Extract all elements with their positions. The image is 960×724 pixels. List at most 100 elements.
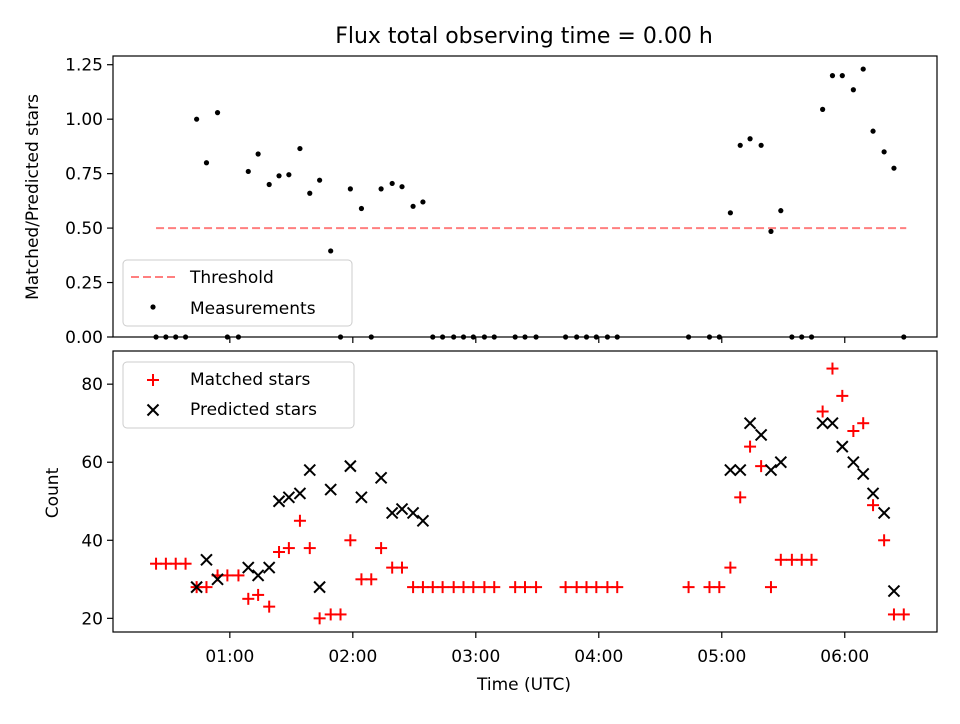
bottom-xtick-label: 04:00 (574, 647, 623, 667)
matched-star-point (836, 389, 849, 402)
figure-title: Flux total observing time = 0.00 h (335, 24, 713, 49)
measurement-point (839, 73, 845, 79)
matched-star-point (221, 569, 234, 582)
measurement-point (347, 186, 353, 192)
predicted-star-point (754, 428, 768, 442)
top-ytick-label: 1.00 (65, 110, 103, 130)
matched-star-point (519, 581, 531, 594)
predicted-star-point (355, 491, 368, 504)
top-ytick-label: 0.50 (65, 219, 103, 239)
predicted-star-point (406, 506, 420, 520)
matched-star-point (734, 491, 747, 504)
predicted-star-point (324, 483, 337, 496)
matched-star-point (590, 581, 603, 594)
bottom-xlabel: Time (UTC) (476, 675, 571, 695)
predicted-star-d2 (754, 428, 768, 442)
predicted-star-point (826, 416, 839, 430)
matched-star-point (375, 542, 388, 555)
predicted-star-point (313, 580, 326, 594)
measurement-point (737, 142, 743, 148)
matched-star-point (724, 561, 737, 574)
matched-star-point (816, 405, 829, 418)
top-panel: Matched/Predicted stars 0.00 0.25 0.50 0.75… (23, 55, 938, 348)
measurement-point (778, 208, 784, 214)
predicted-star-d2 (242, 561, 255, 574)
bottom-xtick-label: 06:00 (820, 647, 869, 667)
predicted-star-point (242, 561, 255, 574)
predicted-star-point (200, 553, 213, 567)
predicted-star-d2 (200, 553, 213, 567)
measurement-point (768, 228, 774, 234)
matched-star-point (530, 581, 543, 594)
predicted-star-point (303, 463, 316, 477)
measurement-point (317, 177, 323, 183)
top-ylabel: Matched/Predicted stars (23, 94, 43, 300)
matched-star-point (897, 608, 910, 621)
predicted-star-point (836, 440, 849, 453)
measurement-point (850, 87, 856, 93)
predicted-star-d2 (374, 471, 388, 485)
measurement-point (860, 66, 866, 72)
predicted-star-d2 (355, 491, 368, 504)
predicted-star-d2 (764, 463, 778, 477)
matched-star-point (365, 573, 378, 586)
predicted-star-d2 (847, 456, 860, 469)
predicted-star-point (816, 416, 829, 430)
bottom-xtick-label: 02:00 (328, 647, 377, 667)
bottom-ytick-label: 60 (81, 453, 103, 473)
matched-star-point (252, 588, 265, 601)
bottom-ylabel: Count (43, 467, 63, 518)
predicted-star-d2 (887, 584, 901, 598)
predicted-star-point (344, 459, 357, 473)
matched-star-point (878, 534, 891, 547)
predicted-star-point (395, 502, 409, 516)
measurement-point (829, 73, 836, 79)
measurement-point (891, 165, 897, 171)
predicted-star-point (774, 456, 788, 469)
predicted-star-d2 (816, 416, 829, 430)
predicted-star-d2 (324, 483, 337, 496)
predicted-star-d2 (826, 416, 839, 430)
measurement-point (286, 172, 292, 178)
matched-star-point (179, 557, 192, 570)
predicted-star-point (385, 506, 399, 520)
predicted-star-point (743, 416, 757, 430)
predicted-star-point (374, 471, 388, 485)
matched-star-point (313, 612, 326, 625)
legend-predicted-label: Predicted stars (190, 400, 317, 420)
predicted-star-point (877, 506, 891, 520)
legend-measurements-label: Measurements (190, 299, 316, 319)
measurement-point (194, 116, 200, 122)
matched-star-point (303, 542, 316, 555)
predicted-star-d2 (416, 514, 430, 527)
predicted-star-point (293, 487, 307, 500)
bottom-xtick-label: 05:00 (697, 647, 746, 667)
predicted-star-d2 (313, 580, 326, 594)
matched-star-point (467, 581, 480, 594)
matched-star-point (755, 460, 768, 473)
bottom-ytick-label: 80 (81, 375, 103, 395)
measurement-point (758, 142, 764, 148)
bottom-xtick-label: 03:00 (451, 647, 500, 667)
bottom-xtick-label: 01:00 (205, 647, 254, 667)
measurement-point (727, 210, 733, 216)
matched-star-point (682, 581, 695, 594)
matched-star-point (826, 362, 839, 375)
predicted-star-point (190, 580, 203, 594)
predicted-star-point (887, 584, 901, 598)
predicted-star-point (724, 463, 737, 477)
predicted-star-d2 (743, 416, 757, 430)
top-axes: 0.00 0.25 0.50 0.75 1.00 1.25 (65, 55, 938, 348)
predicted-star-d2 (724, 463, 737, 477)
bottom-plot-area (150, 362, 910, 625)
bottom-legend-frame (122, 361, 355, 429)
measurement-point (399, 184, 405, 190)
measurement-point (245, 168, 251, 175)
legend-predicted-swatch (146, 403, 160, 417)
predicted-star-point (262, 561, 276, 574)
matched-star-point (282, 542, 295, 555)
predicted-star-d2 (262, 561, 276, 574)
matched-star-point (857, 417, 870, 430)
predicted-star-d2 (293, 487, 307, 500)
measurement-point (358, 205, 365, 212)
